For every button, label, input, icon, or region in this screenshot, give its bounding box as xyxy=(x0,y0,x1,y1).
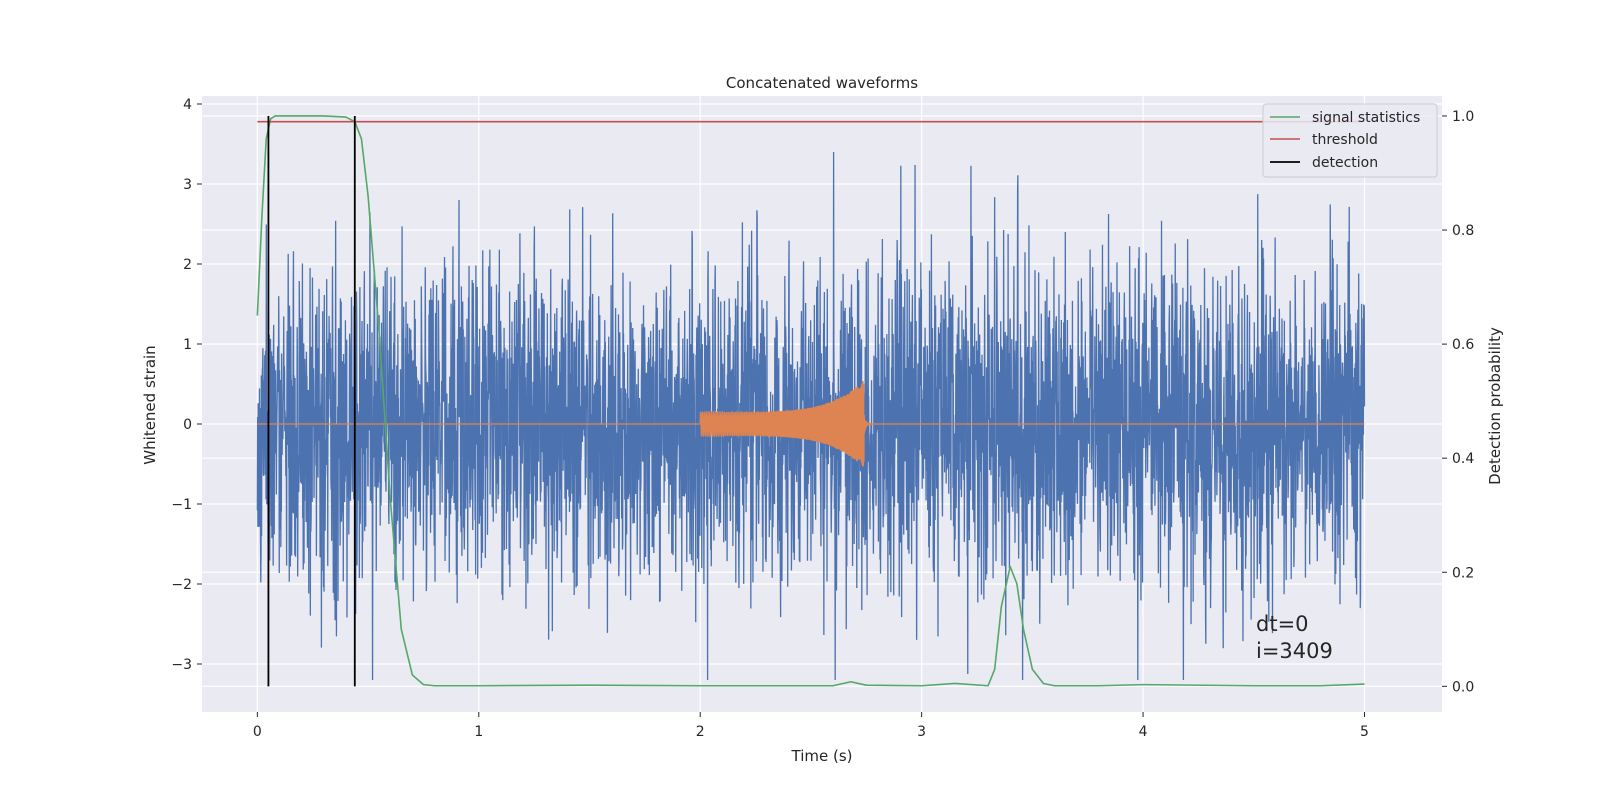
y-tick-label-4: 1 xyxy=(183,337,192,353)
x-tick-label-5: 5 xyxy=(1360,724,1369,740)
x-tick-label-0: 0 xyxy=(253,724,262,740)
annotation-line-dt: dt=0 xyxy=(1256,612,1309,636)
y2-tick-label-5: 1.0 xyxy=(1452,109,1474,125)
series-injected-chirp xyxy=(257,381,1365,467)
y2-tick-label-4: 0.8 xyxy=(1452,223,1474,239)
series-whitened-strain xyxy=(256,151,1366,681)
y-tick-label-7: 4 xyxy=(183,97,192,113)
x-tick-label-1: 1 xyxy=(474,724,483,740)
y-tick-label-3: 0 xyxy=(183,417,192,433)
x-tick-label-2: 2 xyxy=(696,724,705,740)
y-tick-label-5: 2 xyxy=(183,257,192,273)
x-axis-label: Time (s) xyxy=(791,747,853,765)
legend: signal statistics threshold detection xyxy=(1262,103,1438,178)
series-layer xyxy=(256,115,1366,687)
y-tick-label-1: −2 xyxy=(171,577,192,593)
y2-tick-label-3: 0.6 xyxy=(1452,337,1474,353)
y2-tick-label-0: 0.0 xyxy=(1452,679,1474,695)
axes: 0 1 2 3 4 5 −3 −2 −1 0 1 2 3 4 0.0 0.2 0.4 0.6 0.8 1.0 xyxy=(171,97,1474,740)
legend-label-signal-statistics: signal statistics xyxy=(1312,110,1420,126)
y-axis-label: Whitened strain xyxy=(141,345,159,464)
x-tick-label-3: 3 xyxy=(917,724,926,740)
y2-axis-label: Detection probability xyxy=(1486,327,1504,485)
y-tick-label-0: −3 xyxy=(171,657,192,673)
y-tick-label-6: 3 xyxy=(183,177,192,193)
y2-tick-label-1: 0.2 xyxy=(1452,565,1474,581)
legend-box xyxy=(1262,103,1438,178)
legend-label-threshold: threshold xyxy=(1312,132,1378,148)
annotation: dt=0 i=3409 xyxy=(1256,612,1333,663)
series-signal-statistics xyxy=(256,115,1365,687)
y-tick-label-2: −1 xyxy=(171,497,192,513)
y2-tick-label-2: 0.4 xyxy=(1452,451,1474,467)
annotation-line-i: i=3409 xyxy=(1256,639,1333,663)
legend-label-detection: detection xyxy=(1312,155,1378,171)
x-tick-label-4: 4 xyxy=(1139,724,1148,740)
chart-title: Concatenated waveforms xyxy=(726,74,918,92)
